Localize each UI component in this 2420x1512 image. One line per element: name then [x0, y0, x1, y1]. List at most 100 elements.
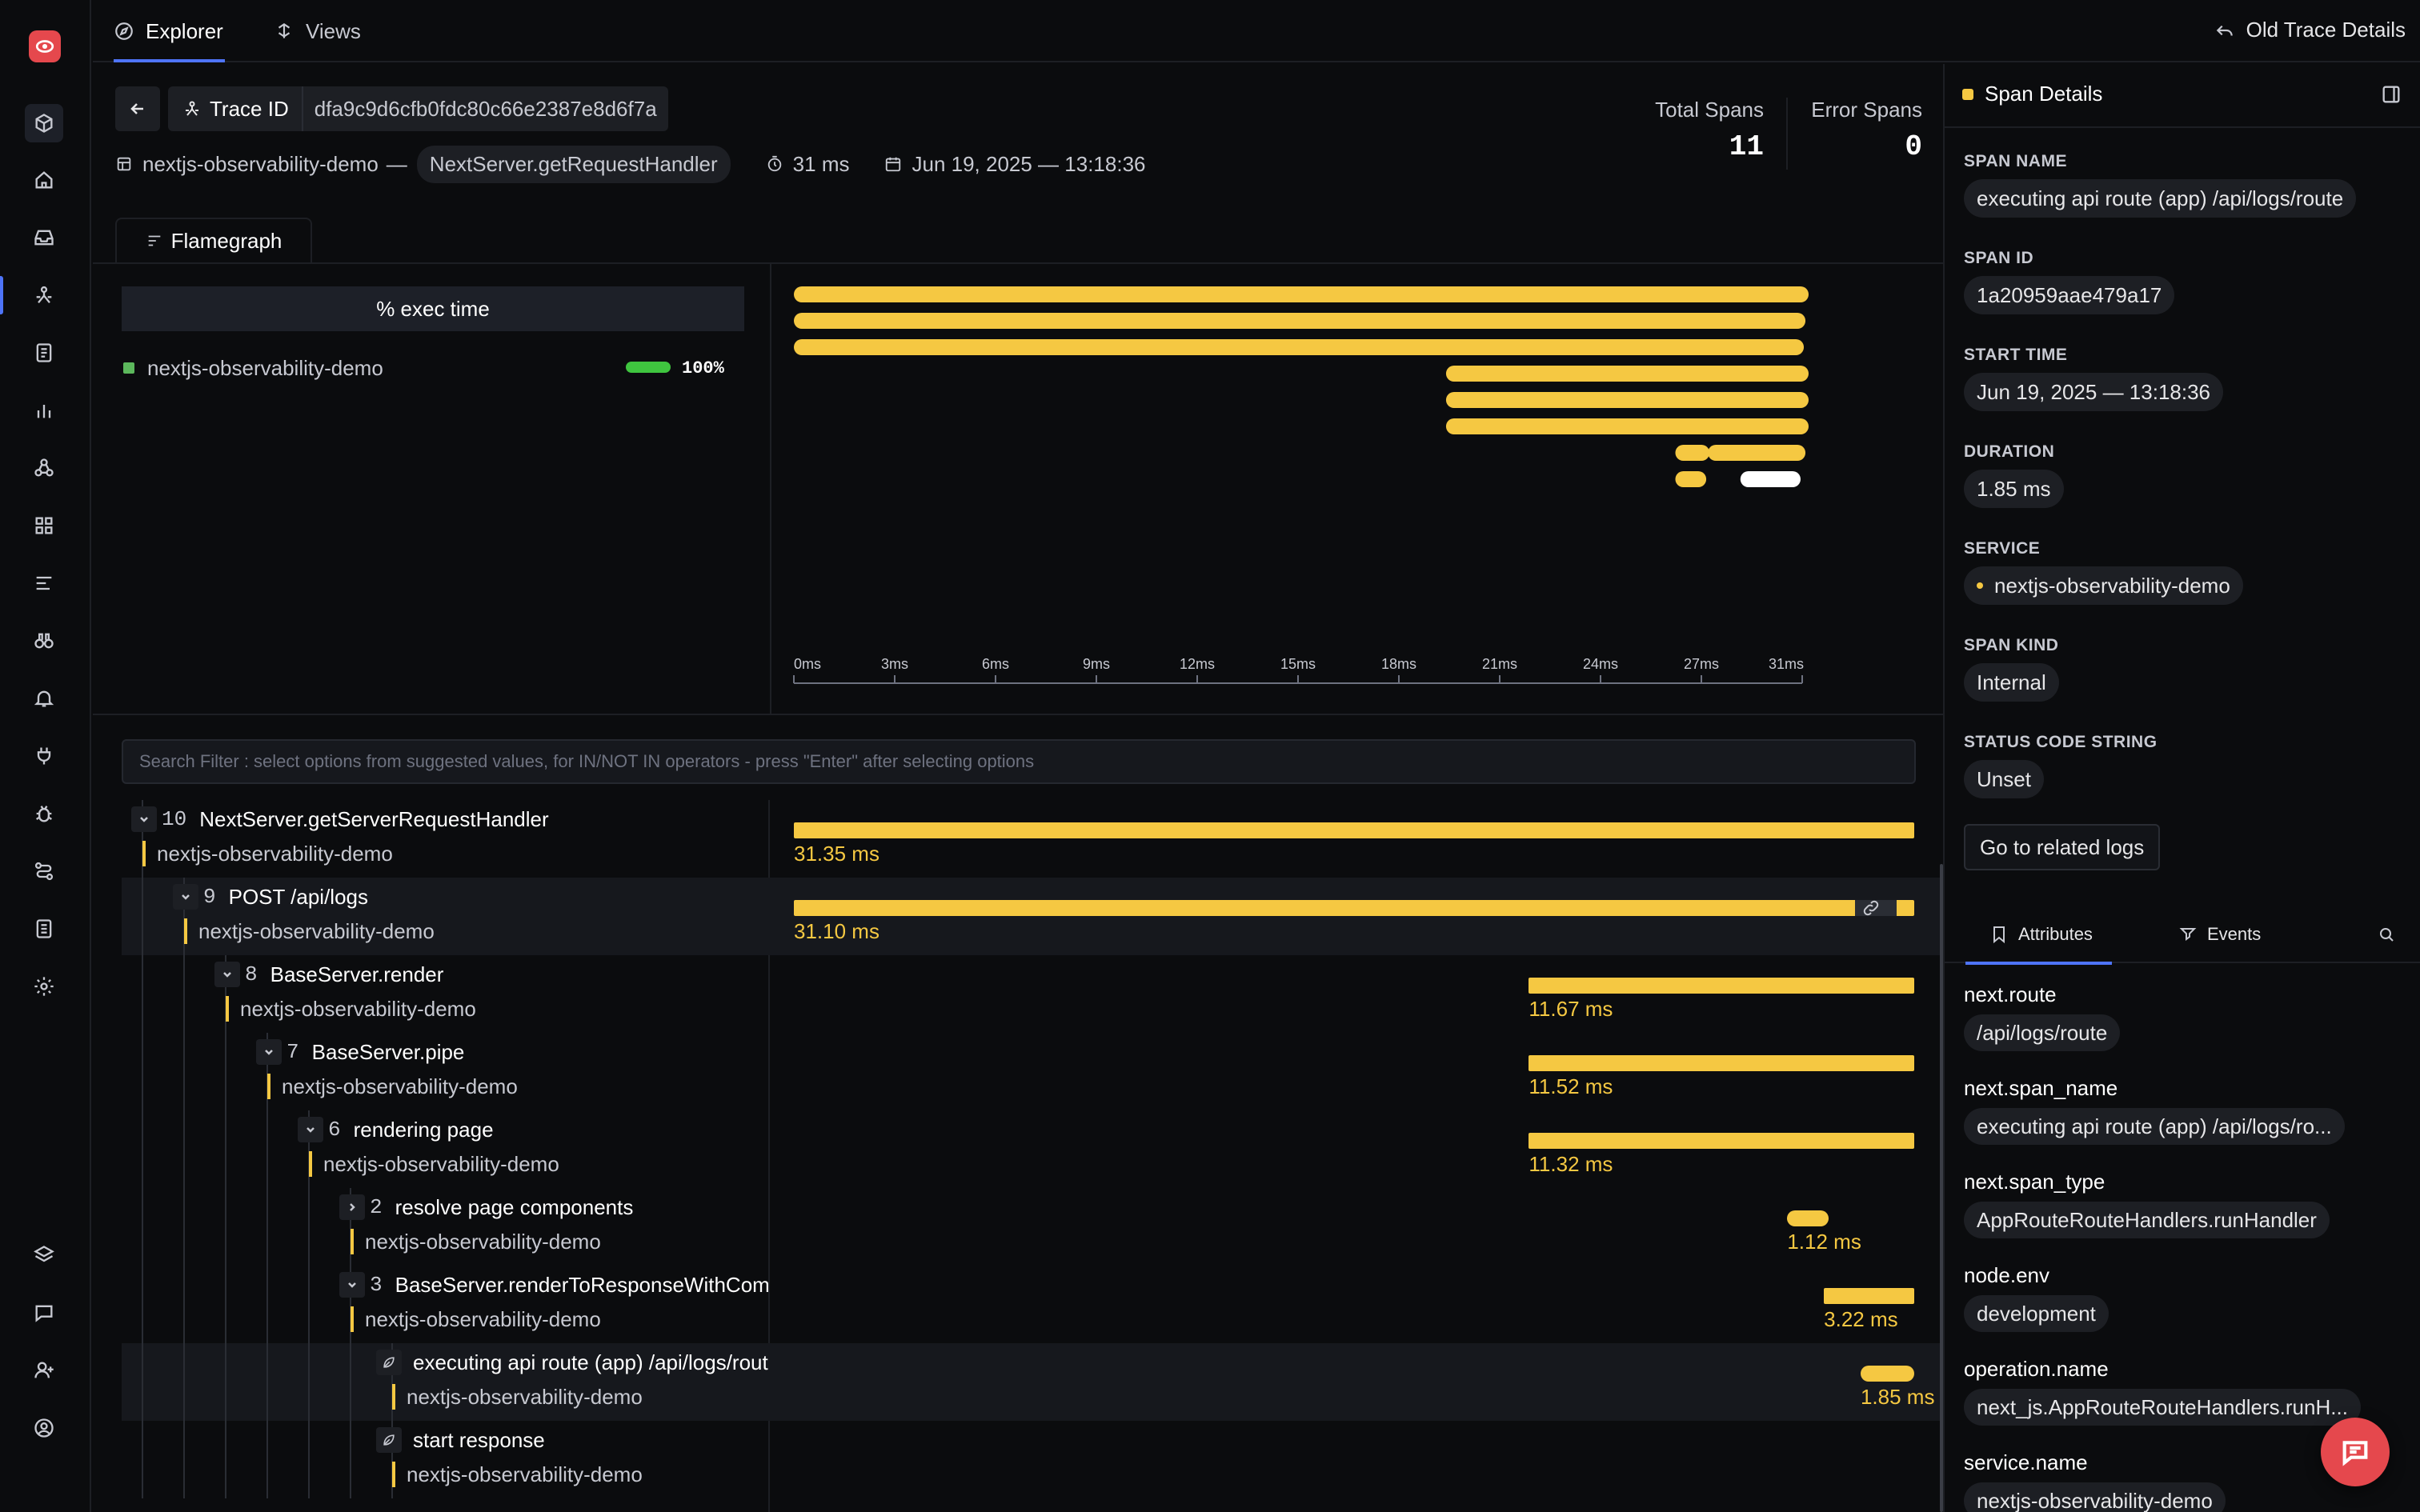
- sidebar-billing-button[interactable]: [31, 916, 57, 942]
- tree-scrollbar[interactable]: [1940, 864, 1943, 1512]
- flame-bar[interactable]: [1445, 392, 1809, 408]
- span-row[interactable]: 6 rendering page nextjs-observability-demo…: [122, 1110, 1943, 1188]
- go-to-related-logs-button[interactable]: Go to related logs: [1964, 824, 2161, 870]
- collapse-panel-button[interactable]: [2380, 83, 2402, 106]
- span-service-name: nextjs-observability-demo: [184, 918, 435, 944]
- sidebar-user-circle-button[interactable]: [31, 1415, 57, 1441]
- span-duration-bar[interactable]: [794, 822, 1914, 838]
- trace-id-label: Trace ID: [210, 96, 289, 121]
- views-icon: [278, 23, 290, 38]
- sidebar-home-button[interactable]: [31, 167, 57, 193]
- expand-toggle-button[interactable]: [214, 962, 240, 987]
- tab-flamegraph[interactable]: Flamegraph: [115, 218, 312, 262]
- attribute-value[interactable]: next_js.AppRouteRouteHandlers.runH...: [1964, 1389, 2361, 1426]
- expand-toggle-button[interactable]: [339, 1272, 365, 1298]
- expand-toggle-button[interactable]: [131, 806, 157, 832]
- detail-field-value[interactable]: Jun 19, 2025 — 13:18:36: [1964, 373, 2224, 411]
- service-color-dot: [1977, 582, 1983, 589]
- attribute-value[interactable]: executing api route (app) /api/logs/ro..…: [1964, 1108, 2345, 1145]
- sidebar-list-button[interactable]: [31, 570, 57, 596]
- flame-bar[interactable]: [1708, 445, 1806, 461]
- flame-bar[interactable]: [1445, 366, 1809, 382]
- span-duration-bar[interactable]: [1824, 1288, 1914, 1304]
- expand-toggle-button[interactable]: [256, 1039, 282, 1065]
- span-row[interactable]: start response nextjs-observability-demo: [122, 1421, 1943, 1498]
- trace-id-pill[interactable]: Trace ID dfa9c9d6cfb0fdc80c66e2387e8d6f7…: [168, 86, 668, 131]
- attribute-value[interactable]: /api/logs/route: [1964, 1014, 2121, 1051]
- sidebar-logs-button[interactable]: [31, 340, 57, 366]
- sidebar-message-button[interactable]: [31, 1300, 57, 1326]
- expand-toggle-button[interactable]: [339, 1194, 365, 1220]
- span-row[interactable]: 2 resolve page components nextjs-observabi…: [122, 1188, 1943, 1266]
- sidebar-inbox-button[interactable]: [31, 225, 57, 250]
- flamegraph-chart[interactable]: 0ms 3ms 6ms 9ms 12ms 15ms 18ms 21ms 24ms 27ms 31ms: [771, 264, 1943, 714]
- sidebar-grid-button[interactable]: [31, 513, 57, 538]
- span-duration-bar[interactable]: [1529, 1055, 1914, 1071]
- sidebar-cube-button[interactable]: [25, 104, 63, 142]
- tab-explorer[interactable]: Explorer: [114, 0, 225, 62]
- sidebar-bar-chart-button[interactable]: [31, 398, 57, 423]
- span-duration-bar[interactable]: [1860, 1366, 1914, 1382]
- flame-bar[interactable]: [1675, 445, 1710, 461]
- attribute-value[interactable]: nextjs-observability-demo: [1964, 1482, 2226, 1512]
- tab-views[interactable]: Views: [274, 0, 361, 62]
- detail-field-value[interactable]: 1.85 ms: [1964, 470, 2064, 508]
- span-row[interactable]: executing api route (app) /api/logs/rout…: [122, 1343, 1943, 1421]
- sidebar-plug-button[interactable]: [31, 743, 57, 769]
- trace-id-label-box: Trace ID: [168, 86, 303, 131]
- flamegraph-panel: % exec time nextjs-observability-demo 10…: [93, 262, 1943, 715]
- span-row[interactable]: 3 BaseServer.renderToResponseWithComponen…: [122, 1266, 1943, 1343]
- app-logo[interactable]: [29, 30, 61, 62]
- flame-bar[interactable]: [1445, 418, 1809, 434]
- exec-time-row[interactable]: nextjs-observability-demo 100%: [122, 352, 744, 384]
- back-button[interactable]: [115, 86, 160, 131]
- flame-bar[interactable]: [1675, 471, 1707, 487]
- span-row[interactable]: 10 NextServer.getServerRequestHandler next…: [122, 800, 1943, 878]
- span-duration-bar[interactable]: [794, 900, 1914, 916]
- span-duration-bar[interactable]: [1787, 1210, 1829, 1226]
- sidebar-settings-button[interactable]: [31, 974, 57, 999]
- flame-bar[interactable]: [794, 339, 1805, 355]
- span-duration-bar[interactable]: [1529, 978, 1914, 994]
- detail-field-value[interactable]: nextjs-observability-demo: [1964, 566, 2243, 605]
- detail-field-value[interactable]: Internal: [1964, 663, 2059, 702]
- attribute-search-button[interactable]: [2377, 906, 2396, 963]
- cube-icon: [35, 114, 53, 133]
- attribute-value[interactable]: development: [1964, 1295, 2109, 1332]
- span-duration-label: 31.35 ms: [794, 842, 879, 866]
- flame-bar[interactable]: [794, 313, 1806, 329]
- expand-toggle-button[interactable]: [298, 1117, 323, 1142]
- copy-link-button[interactable]: [1861, 898, 1881, 918]
- flame-bar[interactable]: [794, 286, 1809, 302]
- sidebar-layers-button[interactable]: [31, 1242, 57, 1268]
- child-count: 2: [370, 1195, 383, 1219]
- detail-field-value[interactable]: executing api route (app) /api/logs/rout…: [1964, 179, 2357, 218]
- sidebar-binoculars-button[interactable]: [31, 628, 57, 654]
- sidebar-pipeline-button[interactable]: [31, 858, 57, 884]
- old-trace-details-link[interactable]: Old Trace Details: [2214, 18, 2406, 42]
- sidebar-add-user-button[interactable]: [31, 1358, 57, 1383]
- sidebar-network-button[interactable]: [31, 455, 57, 481]
- span-search-filter[interactable]: Search Filter : select options from sugg…: [122, 739, 1916, 784]
- expand-toggle-button[interactable]: [173, 884, 198, 910]
- time-axis-label: 9ms: [1083, 656, 1110, 672]
- span-service-name: nextjs-observability-demo: [392, 1384, 643, 1410]
- child-count: 10: [162, 807, 187, 831]
- detail-field-value[interactable]: 1a20959aae479a17: [1964, 276, 2175, 314]
- stat-divider: [1786, 98, 1788, 170]
- span-row[interactable]: 9 POST /api/logs nextjs-observability-demo…: [122, 878, 1943, 955]
- attribute-value[interactable]: AppRouteRouteHandlers.runHandler: [1964, 1202, 2330, 1238]
- span-duration-bar[interactable]: [1529, 1133, 1914, 1149]
- sidebar-alert-bell-button[interactable]: [31, 686, 57, 711]
- span-row[interactable]: 8 BaseServer.render nextjs-observability-d…: [122, 955, 1943, 1033]
- span-service-name: nextjs-observability-demo: [392, 1462, 643, 1487]
- span-row[interactable]: 7 BaseServer.pipe nextjs-observability-dem…: [122, 1033, 1943, 1110]
- sidebar-traces-button[interactable]: [0, 276, 57, 314]
- tab-events[interactable]: Events: [2178, 906, 2261, 963]
- detail-field-value[interactable]: Unset: [1964, 760, 2044, 798]
- sidebar-bug-button[interactable]: [31, 801, 57, 826]
- root-span-pill[interactable]: NextServer.getRequestHandler: [416, 145, 731, 183]
- flame-bar[interactable]: [1740, 471, 1801, 487]
- chat-support-button[interactable]: [2321, 1418, 2390, 1486]
- tab-attributes[interactable]: Attributes: [1965, 906, 2112, 965]
